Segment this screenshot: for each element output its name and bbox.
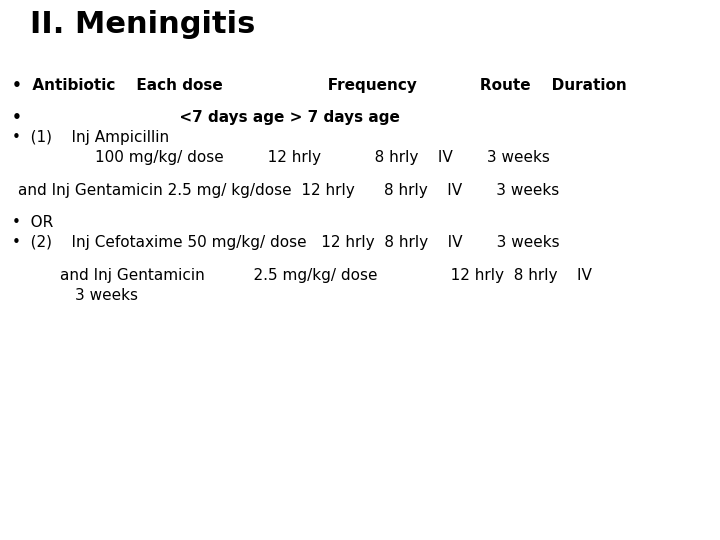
Text: and Inj Gentamicin 2.5 mg/ kg/dose  12 hrly      8 hrly    IV       3 weeks: and Inj Gentamicin 2.5 mg/ kg/dose 12 hr… — [18, 183, 559, 198]
Text: •  (2)    Inj Cefotaxime 50 mg/kg/ dose   12 hrly  8 hrly    IV       3 weeks: • (2) Inj Cefotaxime 50 mg/kg/ dose 12 h… — [12, 235, 559, 250]
Text: •                              <7 days age > 7 days age: • <7 days age > 7 days age — [12, 110, 400, 125]
Text: II. Meningitis: II. Meningitis — [30, 10, 256, 39]
Text: 100 mg/kg/ dose         12 hrly           8 hrly    IV       3 weeks: 100 mg/kg/ dose 12 hrly 8 hrly IV 3 week… — [95, 150, 550, 165]
Text: •  OR: • OR — [12, 215, 53, 230]
Text: •  Antibiotic    Each dose                    Frequency            Route    Dura: • Antibiotic Each dose Frequency Route D… — [12, 78, 626, 93]
Text: •  (1)    Inj Ampicillin: • (1) Inj Ampicillin — [12, 130, 169, 145]
Text: 3 weeks: 3 weeks — [75, 288, 138, 303]
Text: and Inj Gentamicin          2.5 mg/kg/ dose               12 hrly  8 hrly    IV: and Inj Gentamicin 2.5 mg/kg/ dose 12 hr… — [60, 268, 592, 283]
